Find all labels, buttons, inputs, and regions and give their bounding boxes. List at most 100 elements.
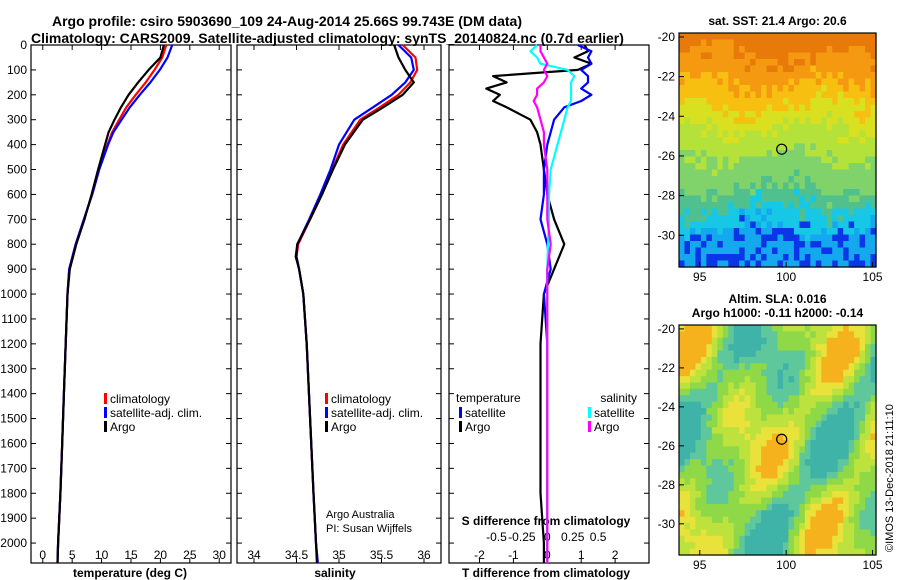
sla-map-cell [843, 356, 850, 364]
sla-map-cell [695, 471, 702, 479]
sst-map-cell [744, 176, 751, 184]
sla-map-cell [799, 401, 806, 409]
sla-map-cell [799, 420, 806, 428]
sla-map-cell [761, 408, 768, 416]
sla-map-cell [766, 433, 773, 441]
sst-map-cell [722, 202, 729, 210]
sst-map-cell [837, 156, 844, 164]
sst-map-cell [810, 260, 817, 268]
sst-map-cell [865, 156, 872, 164]
sla-map-cell [854, 510, 861, 518]
sst-map-cell [821, 241, 828, 249]
sla-map-cell [843, 491, 850, 499]
sla-map-cell [854, 414, 861, 422]
sst-map-cell [843, 163, 850, 171]
sla-map-cell [728, 401, 735, 409]
sst-map-cell [750, 104, 757, 112]
sst-map-cell [700, 195, 707, 203]
sla-map-cell [810, 542, 817, 550]
sla-map-cell [717, 376, 724, 384]
sla-map-cell [722, 395, 729, 403]
sst-map-cell [700, 182, 707, 190]
sla-map-cell [788, 401, 795, 409]
sla-map-cell [722, 484, 729, 492]
sst-map-cell [788, 195, 795, 203]
sla-map-cell [865, 465, 872, 473]
sla-map-cell [832, 503, 839, 511]
sla-map-cell [679, 350, 686, 358]
sla-map-cell [870, 446, 877, 454]
sla-map-cell [799, 523, 806, 531]
sst-map-cell [832, 46, 839, 54]
sla-map-cell [706, 395, 713, 403]
sst-map-cell [843, 247, 850, 255]
sla-map-cell [700, 523, 707, 531]
sla-map-cell [761, 325, 768, 332]
sst-map-cell [711, 189, 718, 197]
sla-map-cell [870, 325, 877, 332]
sst-map-cell [739, 254, 746, 262]
sst-map-cell [766, 202, 773, 210]
sla-map-cell [761, 350, 768, 358]
sla-map-cell [799, 516, 806, 524]
sst-map-cell [821, 59, 828, 67]
depth-tick-label: 1400 [0, 387, 27, 401]
sst-map-cell [810, 143, 817, 151]
sst-map-cell [750, 85, 757, 93]
sla-map-cell [815, 433, 822, 441]
sla-map-cell [843, 516, 850, 524]
sla-map-cell [722, 331, 729, 339]
sst-map-cell [832, 176, 839, 184]
sst-map-cell [700, 33, 707, 41]
sst-map-cell [728, 130, 735, 138]
sla-map-cell [837, 414, 844, 422]
sst-map-cell [755, 176, 762, 184]
sla-map-cell [728, 376, 735, 384]
sst-map-cell [815, 59, 822, 67]
sla-map-cell [744, 471, 751, 479]
sla-map-cell [782, 401, 790, 409]
sst-map-cell [854, 59, 861, 67]
sla-map-cell [854, 491, 861, 499]
sst-map-cell [848, 241, 855, 249]
sla-map-cell [739, 497, 746, 505]
sla-map-cell [711, 356, 718, 364]
sla-map-cell [859, 452, 866, 460]
sst-map-cell [728, 137, 735, 145]
sla-map-cell [788, 510, 795, 518]
sla-map-cell [739, 401, 746, 409]
sla-map-cell [843, 452, 850, 460]
sla-map-cell [848, 408, 855, 416]
sla-map-cell [772, 542, 779, 550]
sst-map-cell [777, 104, 784, 112]
sst-map-cell [810, 208, 817, 216]
sla-map-cell [679, 408, 686, 416]
sst-map-cell [695, 163, 702, 171]
sla-map-cell [689, 382, 697, 390]
sst-map-cell [788, 72, 795, 80]
sla-map-cell [777, 433, 784, 441]
sla-map-cell [793, 325, 800, 332]
sla-map-cell [799, 440, 806, 447]
sla-map-cell [772, 529, 779, 537]
sst-map-cell [848, 46, 855, 54]
sst-map-cell [854, 228, 861, 236]
sst-map-cell [782, 117, 790, 125]
sla-map-cell [744, 331, 751, 339]
sla-map-cell [695, 516, 702, 524]
sst-map-cell [815, 189, 822, 197]
sst-map-cell [717, 104, 724, 112]
sst-map-cell [733, 260, 740, 268]
sst-map-cell [826, 208, 833, 216]
sla-map-cell [733, 420, 740, 428]
sst-map-cell [728, 117, 735, 125]
sla-map-cell [782, 542, 790, 550]
sst-map-cell [865, 85, 872, 93]
sla-map-cell [728, 535, 735, 543]
sla-map-cell [799, 382, 806, 390]
sla-map-cell [722, 548, 729, 556]
sst-map-cell [689, 195, 697, 203]
sla-map-cell [859, 503, 866, 511]
sla-map-cell [799, 344, 806, 352]
sla-map-cell [799, 529, 806, 537]
